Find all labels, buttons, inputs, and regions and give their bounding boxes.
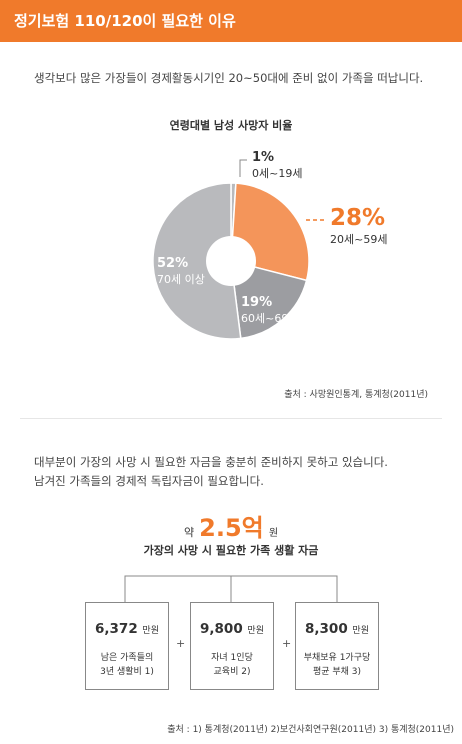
cost-desc-living: 남은 가족들의 3년 생활비 1) [100, 653, 154, 677]
header-bar: 정기보험 110/120이 필요한 이유 [0, 0, 462, 42]
intro-text: 생각보다 많은 가장들이 경제활동시기인 20~50대에 준비 없이 가족을 떠… [34, 71, 424, 85]
total-value: 2.5억 [199, 514, 264, 542]
slice-label-70-plus: 52% 70세 이상 [157, 256, 205, 287]
intro-line-1: 대부분이 가장의 사망 시 필요한 자금을 충분히 준비하지 못하고 있습니다. [34, 455, 388, 469]
plus-sign-2: + [282, 637, 292, 650]
leader-line-0-19 [239, 159, 247, 177]
slice-pct-20-59: 28% [330, 205, 386, 231]
slice-sub-0-19: 0세~19세 [252, 167, 303, 180]
pie-slice-60-69 [230, 259, 308, 340]
total-prefix: 약 [183, 526, 195, 539]
total-caption: 가장의 사망 시 필요한 가족 생활 자금 [143, 544, 319, 557]
slice-label-0-19: 1% 0세~19세 [252, 150, 302, 181]
section-divider [20, 418, 442, 419]
total-unit: 원 [268, 528, 279, 539]
pie-slice-70-plus [152, 182, 242, 340]
page-title: 정기보험 110/120이 필요한 이유 [14, 12, 236, 30]
slice-sub-70-plus: 70세 이상 [157, 273, 205, 286]
slice-label-60-69: 19% 60세~69세 [241, 295, 298, 326]
cost-value-education: 9,800 만원 [200, 621, 264, 637]
intro-text-2: 대부분이 가장의 사망 시 필요한 자금을 충분히 준비하지 못하고 있습니다.… [34, 453, 388, 491]
cost-desc-education: 자녀 1인당 교육비 2) [211, 653, 253, 677]
intro-line-2: 남겨진 가족들의 경제적 독립자금이 필요합니다. [34, 474, 264, 488]
chart-title: 연령대별 남성 사망자 비율 [169, 119, 293, 132]
chart-source: 출처 : 사망원인통계, 통계청(2011년) [284, 390, 428, 400]
cost-value-debt: 8,300 만원 [305, 621, 369, 637]
slice-pct-0-19: 1% [252, 150, 275, 165]
pie-chart [152, 159, 326, 340]
cost-box-living: 6,372 만원 남은 가족들의 3년 생활비 1) [85, 602, 169, 690]
pie-center-hole [206, 236, 256, 286]
slice-sub-20-59: 20세~59세 [330, 233, 388, 246]
total-amount: 약 2.5억 원 [0, 508, 462, 543]
cost-desc-debt: 부채보유 1가구당 평균 부채 3) [303, 653, 371, 677]
slice-pct-70-plus: 52% [157, 256, 189, 271]
plus-sign-1: + [176, 637, 186, 650]
slice-sub-60-69: 60세~69세 [241, 312, 299, 325]
slice-pct-60-69: 19% [241, 295, 273, 310]
slice-label-20-59: 28% 20세~59세 [330, 205, 387, 247]
cost-value-living: 6,372 만원 [95, 621, 159, 637]
cost-box-education: 9,800 만원 자녀 1인당 교육비 2) [190, 602, 274, 690]
bracket-connector [124, 575, 338, 602]
cost-box-debt: 8,300 만원 부채보유 1가구당 평균 부채 3) [295, 602, 379, 690]
cost-source: 출처 : 1) 통계청(2011년) 2)보건사회연구원(2011년) 3) 통… [167, 725, 454, 735]
